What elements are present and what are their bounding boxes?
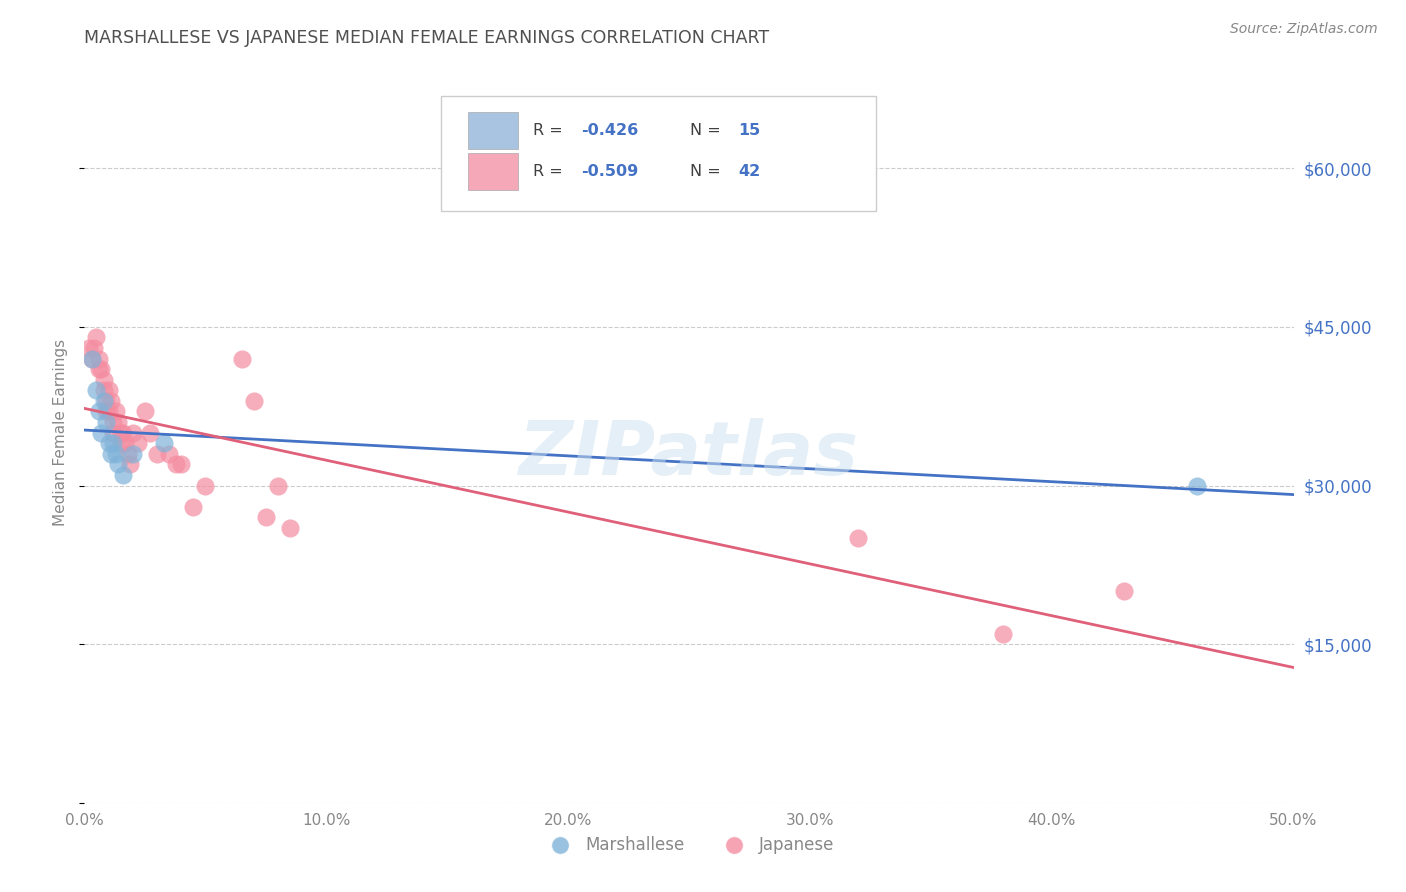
Point bbox=[107, 415, 129, 429]
Legend: Marshallese, Japanese: Marshallese, Japanese bbox=[537, 830, 841, 861]
Text: N =: N = bbox=[690, 123, 725, 138]
Point bbox=[94, 415, 117, 429]
Point bbox=[103, 436, 125, 450]
Point bbox=[1114, 584, 1136, 599]
Point bbox=[993, 626, 1015, 640]
Point bbox=[87, 362, 110, 376]
Point bbox=[110, 425, 132, 440]
FancyBboxPatch shape bbox=[441, 95, 876, 211]
Text: R =: R = bbox=[533, 123, 568, 138]
Point bbox=[254, 510, 277, 524]
Point bbox=[127, 436, 149, 450]
Point bbox=[134, 404, 156, 418]
Point bbox=[112, 425, 135, 440]
FancyBboxPatch shape bbox=[468, 153, 519, 190]
Point bbox=[103, 425, 125, 440]
Point bbox=[83, 341, 105, 355]
Point bbox=[278, 521, 301, 535]
Text: -0.509: -0.509 bbox=[581, 164, 638, 178]
Point bbox=[103, 415, 125, 429]
Point bbox=[94, 404, 117, 418]
Text: ZIPatlas: ZIPatlas bbox=[519, 418, 859, 491]
Point bbox=[87, 404, 110, 418]
Text: 15: 15 bbox=[738, 123, 761, 138]
Point bbox=[87, 351, 110, 366]
Point bbox=[90, 362, 112, 376]
Point bbox=[104, 404, 127, 418]
Point bbox=[100, 447, 122, 461]
Point bbox=[146, 447, 169, 461]
Point bbox=[120, 458, 142, 472]
Point bbox=[107, 458, 129, 472]
Point bbox=[181, 500, 204, 514]
Point bbox=[80, 351, 103, 366]
Point bbox=[93, 373, 115, 387]
Point bbox=[97, 436, 120, 450]
Point bbox=[77, 341, 100, 355]
Point bbox=[121, 425, 143, 440]
FancyBboxPatch shape bbox=[468, 112, 519, 149]
Point bbox=[93, 393, 115, 408]
Point bbox=[114, 436, 136, 450]
Point bbox=[86, 330, 108, 344]
Point bbox=[100, 393, 122, 408]
Text: 42: 42 bbox=[738, 164, 761, 178]
Point bbox=[231, 351, 253, 366]
Point bbox=[90, 425, 112, 440]
Point bbox=[157, 447, 180, 461]
Text: Source: ZipAtlas.com: Source: ZipAtlas.com bbox=[1230, 22, 1378, 37]
Point bbox=[110, 436, 132, 450]
Point bbox=[846, 532, 869, 546]
Point bbox=[267, 478, 290, 492]
Text: N =: N = bbox=[690, 164, 725, 178]
Point bbox=[138, 425, 160, 440]
Point bbox=[170, 458, 193, 472]
Point bbox=[97, 404, 120, 418]
Point bbox=[97, 384, 120, 398]
Point bbox=[112, 467, 135, 482]
Text: -0.426: -0.426 bbox=[581, 123, 638, 138]
Point bbox=[153, 436, 176, 450]
Point bbox=[1185, 478, 1208, 492]
Point bbox=[86, 384, 108, 398]
Point bbox=[104, 447, 127, 461]
Point bbox=[80, 351, 103, 366]
Point bbox=[194, 478, 217, 492]
Y-axis label: Median Female Earnings: Median Female Earnings bbox=[53, 339, 69, 526]
Point bbox=[93, 384, 115, 398]
Point bbox=[242, 393, 264, 408]
Point bbox=[94, 393, 117, 408]
Text: MARSHALLESE VS JAPANESE MEDIAN FEMALE EARNINGS CORRELATION CHART: MARSHALLESE VS JAPANESE MEDIAN FEMALE EA… bbox=[84, 29, 769, 47]
Point bbox=[121, 447, 143, 461]
Point bbox=[117, 447, 139, 461]
Text: R =: R = bbox=[533, 164, 568, 178]
Point bbox=[165, 458, 187, 472]
